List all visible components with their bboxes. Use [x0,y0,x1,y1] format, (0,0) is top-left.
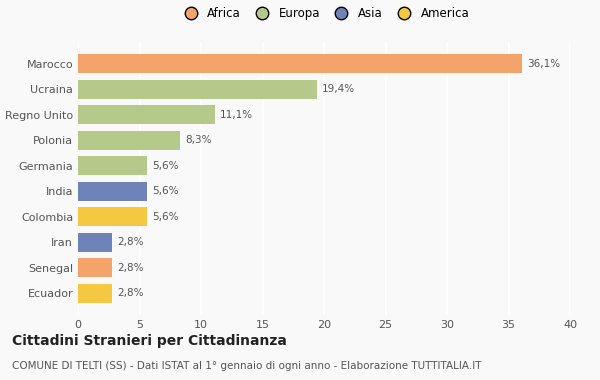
Text: 36,1%: 36,1% [527,59,560,69]
Bar [78,80,317,99]
Bar [78,54,522,73]
Text: 11,1%: 11,1% [220,110,253,120]
Text: 8,3%: 8,3% [185,135,212,145]
Text: 5,6%: 5,6% [152,161,178,171]
Text: 5,6%: 5,6% [152,212,178,222]
Bar [78,182,147,201]
Text: Cittadini Stranieri per Cittadinanza: Cittadini Stranieri per Cittadinanza [12,334,287,348]
Bar [78,207,147,226]
Bar [78,233,112,252]
Legend: Africa, Europa, Asia, America: Africa, Europa, Asia, America [175,4,473,24]
Text: 2,8%: 2,8% [118,288,144,298]
Bar [78,284,112,303]
Text: 2,8%: 2,8% [118,238,144,247]
Bar [78,131,180,150]
Bar [78,258,112,277]
Bar [78,105,215,124]
Text: 19,4%: 19,4% [322,84,355,94]
Text: 2,8%: 2,8% [118,263,144,273]
Text: COMUNE DI TELTI (SS) - Dati ISTAT al 1° gennaio di ogni anno - Elaborazione TUTT: COMUNE DI TELTI (SS) - Dati ISTAT al 1° … [12,361,482,371]
Text: 5,6%: 5,6% [152,186,178,196]
Bar [78,156,147,176]
